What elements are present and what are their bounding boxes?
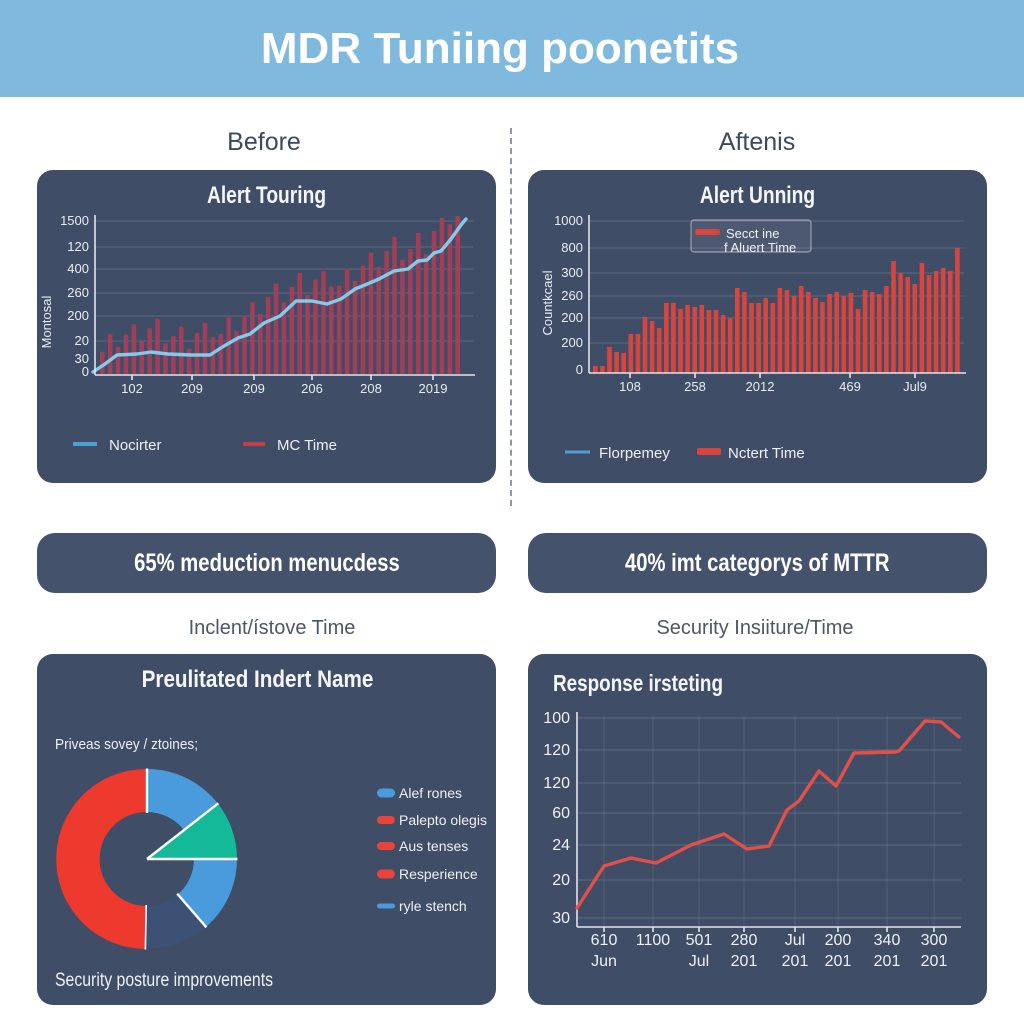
svg-text:1100: 1100 (636, 932, 671, 949)
svg-text:209: 209 (243, 381, 265, 396)
svg-text:Nctert Time: Nctert Time (728, 445, 805, 462)
svg-text:260: 260 (67, 285, 89, 300)
svg-text:200: 200 (825, 932, 852, 949)
svg-text:108: 108 (619, 379, 641, 394)
svg-text:201: 201 (825, 953, 852, 970)
svg-text:Florpemey: Florpemey (599, 445, 670, 462)
svg-text:Jul: Jul (689, 953, 709, 970)
svg-text:f Aluert Time: f Aluert Time (724, 240, 796, 255)
svg-text:0: 0 (576, 362, 583, 377)
svg-text:201: 201 (921, 953, 948, 970)
svg-text:Response irsteting: Response irsteting (553, 670, 723, 696)
svg-text:Secct ine: Secct ine (726, 226, 779, 241)
svg-text:280: 280 (731, 932, 758, 949)
svg-text:2019: 2019 (419, 381, 448, 396)
svg-text:201: 201 (731, 953, 758, 970)
svg-text:24: 24 (552, 837, 570, 854)
svg-text:Palepto olegis: Palepto olegis (399, 812, 487, 828)
svg-text:100: 100 (543, 710, 570, 727)
svg-text:Aus tenses: Aus tenses (399, 838, 468, 854)
svg-text:209: 209 (181, 381, 203, 396)
svg-text:30: 30 (552, 910, 570, 927)
svg-text:120: 120 (543, 775, 570, 792)
svg-text:200: 200 (561, 335, 583, 350)
svg-text:260: 260 (561, 288, 583, 303)
svg-text:258: 258 (684, 379, 706, 394)
svg-text:Nocirter: Nocirter (109, 437, 162, 454)
svg-text:201: 201 (782, 953, 809, 970)
svg-text:300: 300 (921, 932, 948, 949)
svg-text:Resperience: Resperience (399, 866, 478, 882)
svg-text:501: 501 (686, 932, 713, 949)
svg-text:1000: 1000 (554, 213, 583, 228)
svg-text:30: 30 (75, 351, 89, 366)
svg-text:200: 200 (67, 308, 89, 323)
svg-text:20: 20 (75, 333, 89, 348)
svg-text:Priveas sovey / ztoines;: Priveas sovey / ztoines; (55, 736, 198, 753)
svg-text:MC Time: MC Time (277, 437, 337, 454)
svg-text:800: 800 (561, 240, 583, 255)
svg-text:120: 120 (543, 742, 570, 759)
svg-text:0: 0 (82, 364, 89, 379)
svg-text:469: 469 (839, 379, 861, 394)
svg-text:400: 400 (67, 261, 89, 276)
svg-text:Jul9: Jul9 (903, 379, 927, 394)
svg-text:Security posture improvements: Security posture improvements (55, 970, 273, 991)
svg-text:Jun: Jun (591, 953, 617, 970)
svg-text:340: 340 (874, 932, 901, 949)
svg-text:Alef rones: Alef rones (399, 785, 462, 801)
svg-text:1500: 1500 (60, 213, 89, 228)
svg-text:Countkcael: Countkcael (540, 270, 555, 335)
svg-text:2012: 2012 (746, 379, 775, 394)
svg-text:Montosal: Montosal (39, 296, 54, 349)
svg-text:206: 206 (301, 381, 323, 396)
svg-text:ryle stench: ryle stench (399, 898, 467, 914)
svg-text:Jul: Jul (785, 932, 805, 949)
svg-text:300: 300 (561, 265, 583, 280)
svg-text:60: 60 (552, 805, 570, 822)
svg-text:610: 610 (591, 932, 618, 949)
svg-text:102: 102 (121, 381, 143, 396)
svg-text:201: 201 (874, 953, 901, 970)
svg-text:208: 208 (360, 381, 382, 396)
svg-text:200: 200 (561, 310, 583, 325)
svg-text:120: 120 (67, 239, 89, 254)
svg-text:20: 20 (552, 872, 570, 889)
